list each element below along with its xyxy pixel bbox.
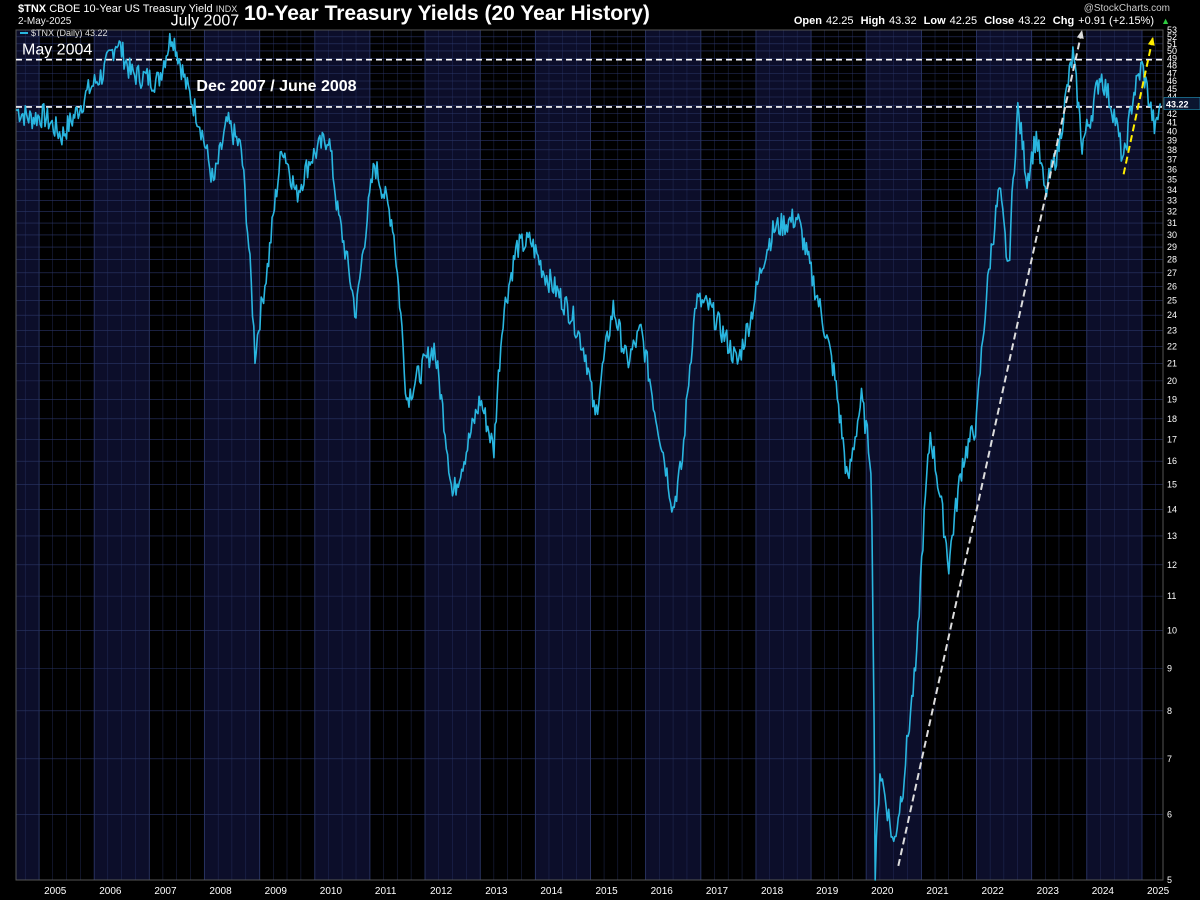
y-tick-label: 26 (1167, 281, 1177, 291)
y-tick-label: 40 (1167, 126, 1177, 136)
y-tick-label: 10 (1167, 625, 1177, 635)
x-tick-label: 2016 (651, 886, 674, 897)
chg-label: Chg (1052, 15, 1075, 27)
x-tick-label: 2005 (44, 886, 67, 897)
arrow-head-icon (1147, 36, 1155, 46)
y-tick-label: 11 (1167, 591, 1176, 601)
last-value-label: 43.22 (1166, 99, 1189, 109)
y-tick-label: 41 (1167, 117, 1177, 127)
x-tick-label: 2010 (320, 886, 343, 897)
y-tick-label: 17 (1167, 434, 1177, 444)
x-tick-label: 2009 (265, 886, 288, 897)
open-label: Open (793, 15, 822, 27)
y-tick-label: 6 (1167, 809, 1172, 819)
y-tick-label: 31 (1167, 218, 1177, 228)
x-tick-label: 2006 (99, 886, 122, 897)
y-tick-label: 37 (1167, 154, 1177, 164)
y-tick-label: 8 (1167, 706, 1172, 716)
y-tick-label: 22 (1167, 342, 1177, 352)
open-value: 42.25 (825, 15, 854, 27)
x-tick-label: 2018 (761, 886, 784, 897)
x-tick-label: 2017 (706, 886, 729, 897)
x-tick-label: 2023 (1037, 886, 1060, 897)
x-tick-label: 2022 (982, 886, 1005, 897)
y-tick-label: 38 (1167, 145, 1177, 155)
y-tick-label: 33 (1167, 196, 1177, 206)
x-tick-label: 2020 (871, 886, 894, 897)
high-label: High (860, 15, 886, 27)
y-tick-label: 47 (1167, 68, 1177, 78)
x-tick-label: 2011 (375, 886, 397, 897)
x-tick-label: 2024 (1092, 886, 1115, 897)
chart-annotation: May 2004 (22, 41, 92, 58)
y-tick-label: 29 (1167, 242, 1177, 252)
x-tick-label: 2013 (485, 886, 508, 897)
arrow-head-icon (1076, 30, 1084, 39)
y-tick-label: 20 (1167, 376, 1177, 386)
y-tick-label: 42 (1167, 109, 1177, 119)
y-tick-label: 18 (1167, 414, 1177, 424)
symbol-line: $TNX CBOE 10-Year US Treasury Yield INDX (18, 3, 237, 15)
trend-arrow-white (897, 29, 1084, 867)
x-tick-label: 2021 (926, 886, 949, 897)
close-value: 43.22 (1018, 15, 1046, 27)
y-tick-label: 30 (1167, 230, 1177, 240)
ohlc-readout: Open 42.25 High 43.32 Low 42.25 Close 43.22 … (790, 15, 1170, 27)
chart-title: 10-Year Treasury Yields (20 Year History… (244, 2, 650, 25)
x-tick-label: 2015 (595, 886, 618, 897)
high-value: 43.32 (889, 15, 917, 27)
y-tick-label: 9 (1167, 663, 1172, 673)
x-tick-label: 2007 (154, 886, 177, 897)
y-tick-label: 23 (1167, 326, 1177, 336)
y-tick-label: 35 (1167, 174, 1177, 184)
ticker-symbol: $TNX (18, 3, 47, 15)
chart-annotation: Dec 2007 / June 2008 (196, 78, 356, 95)
y-tick-label: 25 (1167, 296, 1177, 306)
y-tick-label: 51 (1167, 39, 1177, 49)
x-tick-label: 2014 (540, 886, 563, 897)
y-tick-label: 44 (1167, 92, 1177, 102)
y-tick-label: 24 (1167, 310, 1177, 320)
ticker-description: CBOE 10-Year US Treasury Yield (49, 3, 213, 15)
x-tick-label: 2008 (209, 886, 232, 897)
y-tick-label: 27 (1167, 268, 1177, 278)
y-tick-label: 14 (1167, 504, 1177, 514)
y-tick-label: 5 (1167, 875, 1172, 885)
y-tick-label: 21 (1167, 358, 1177, 368)
low-label: Low (923, 15, 946, 27)
y-tick-label: 34 (1167, 185, 1177, 195)
y-tick-label: 32 (1167, 207, 1177, 217)
y-tick-label: 15 (1167, 479, 1177, 489)
chart-header: $TNX CBOE 10-Year US Treasury Yield INDX… (0, 0, 1200, 30)
y-tick-label: 16 (1167, 456, 1177, 466)
y-tick-label: 46 (1167, 76, 1177, 86)
y-tick-label: 45 (1167, 84, 1177, 94)
y-tick-label: 43 (1167, 100, 1177, 110)
y-tick-label: 52 (1167, 32, 1177, 42)
y-tick-label: 28 (1167, 255, 1177, 265)
ticker-exchange: INDX (215, 4, 238, 14)
up-arrow-icon: ▲ (1161, 16, 1170, 26)
low-value: 42.25 (949, 15, 978, 27)
trend-arrow-yellow (1122, 36, 1155, 175)
y-tick-label: 13 (1167, 531, 1177, 541)
chg-value: +0.91 (+2.15%) (1078, 15, 1155, 27)
yield-series-line (15, 32, 1162, 881)
x-tick-label: 2025 (1147, 886, 1170, 897)
close-label: Close (984, 15, 1015, 27)
y-tick-label: 50 (1167, 46, 1177, 56)
x-tick-label: 2019 (816, 886, 839, 897)
last-value-box (1163, 97, 1200, 110)
y-tick-label: 39 (1167, 135, 1177, 145)
x-tick-label: 2012 (430, 886, 453, 897)
y-tick-label: 7 (1167, 754, 1172, 764)
y-tick-label: 12 (1167, 560, 1177, 570)
y-tick-label: 48 (1167, 61, 1177, 71)
y-tick-label: 36 (1167, 164, 1177, 174)
chart-date: 2-May-2025 (18, 16, 72, 27)
y-tick-label: 49 (1167, 53, 1177, 63)
y-tick-label: 19 (1167, 394, 1177, 404)
brand-watermark: @StockCharts.com (1083, 3, 1170, 14)
